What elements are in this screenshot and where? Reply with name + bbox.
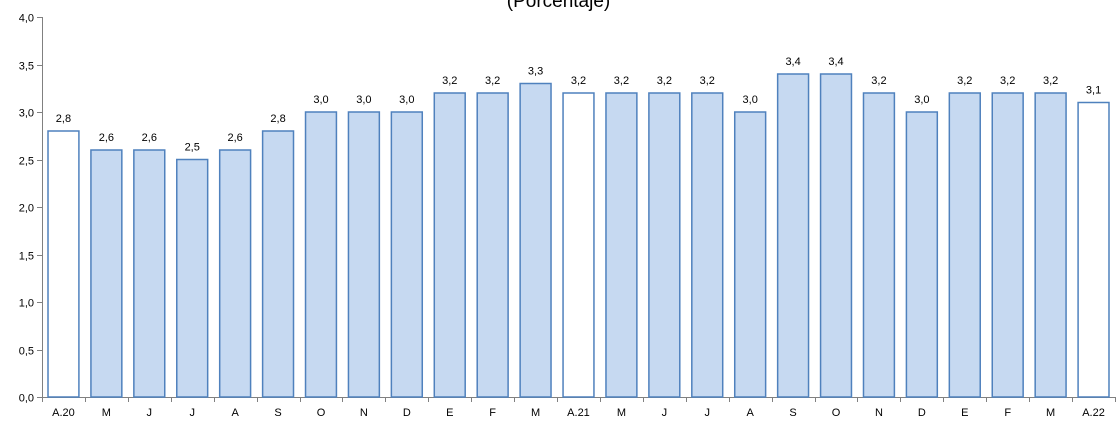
bar-value-label: 3,1 xyxy=(1086,85,1101,97)
bar-value-label: 3,3 xyxy=(528,66,543,78)
bar-value-label: 3,4 xyxy=(828,56,843,68)
bar xyxy=(1077,101,1110,398)
bar-value-label: 2,8 xyxy=(270,113,285,125)
x-tick-label: J xyxy=(705,407,711,419)
bar xyxy=(648,92,681,398)
x-tick-label: E xyxy=(446,407,453,419)
bar xyxy=(90,149,123,398)
bar-value-label: 2,6 xyxy=(142,132,157,144)
bar xyxy=(733,111,767,398)
bar xyxy=(218,149,252,398)
x-tick-label: A xyxy=(747,407,755,419)
bar xyxy=(261,130,295,398)
bar xyxy=(948,92,981,398)
x-tick-label: F xyxy=(1004,407,1011,419)
x-tick-label: M xyxy=(531,407,540,419)
bar-value-label: 3,2 xyxy=(871,75,886,87)
y-tick-label: 3,5 xyxy=(19,61,34,73)
bar xyxy=(776,73,810,398)
y-tick-label: 1,0 xyxy=(19,298,34,310)
bar-value-label: 2,5 xyxy=(185,142,200,154)
y-tick-label: 1,5 xyxy=(19,251,34,263)
bar xyxy=(433,92,466,398)
bar xyxy=(519,82,552,398)
x-tick-label: S xyxy=(789,407,796,419)
bar-value-label: 3,2 xyxy=(657,75,672,87)
bar-value-label: 3,4 xyxy=(785,56,800,68)
x-tick-label: N xyxy=(875,407,883,419)
bar-value-label: 3,0 xyxy=(399,94,414,106)
bar xyxy=(905,111,939,398)
x-tick-label: J xyxy=(147,407,153,419)
bar xyxy=(347,111,381,398)
x-tick-label: F xyxy=(489,407,496,419)
bar-value-label: 3,2 xyxy=(700,75,715,87)
bar-value-label: 2,6 xyxy=(227,132,242,144)
bar-value-label: 3,0 xyxy=(356,94,371,106)
y-tick-label: 0,5 xyxy=(19,346,34,358)
bar-value-label: 3,0 xyxy=(313,94,328,106)
bar-value-label: 3,2 xyxy=(571,75,586,87)
bar xyxy=(304,111,338,398)
y-tick-label: 4,0 xyxy=(19,13,34,25)
x-tick-label: M xyxy=(1046,407,1055,419)
bar-value-label: 3,2 xyxy=(1000,75,1015,87)
bar-value-label: 3,0 xyxy=(743,94,758,106)
bar-value-label: 3,0 xyxy=(914,94,929,106)
y-tick-label: 2,5 xyxy=(19,156,34,168)
bar-value-label: 3,2 xyxy=(442,75,457,87)
bar xyxy=(476,92,509,398)
bar xyxy=(47,130,80,398)
chart-title: (Porcentaje) xyxy=(506,0,611,12)
bar xyxy=(691,92,724,398)
x-tick-label: N xyxy=(360,407,368,419)
bar-value-label: 3,2 xyxy=(614,75,629,87)
bar xyxy=(176,158,209,398)
x-tick-label: J xyxy=(662,407,668,419)
x-tick-label: D xyxy=(918,407,926,419)
x-tick-label: A.21 xyxy=(567,407,590,419)
bar-value-label: 3,2 xyxy=(485,75,500,87)
x-tick-label: M xyxy=(617,407,626,419)
bar-value-label: 3,2 xyxy=(957,75,972,87)
bar-value-label: 2,8 xyxy=(56,113,71,125)
bar-value-label: 3,2 xyxy=(1043,75,1058,87)
x-tick-label: A.22 xyxy=(1082,407,1105,419)
bar xyxy=(605,92,638,398)
bar xyxy=(862,92,896,398)
bar xyxy=(991,92,1024,398)
y-tick-label: 2,0 xyxy=(19,203,34,215)
bar xyxy=(390,111,424,398)
bar-value-label: 2,6 xyxy=(99,132,114,144)
x-tick-label: M xyxy=(102,407,111,419)
x-tick-label: A.20 xyxy=(52,407,75,419)
x-tick-label: E xyxy=(961,407,968,419)
x-tick-label: O xyxy=(317,407,326,419)
x-tick-label: A xyxy=(231,407,239,419)
x-tick-label: D xyxy=(403,407,411,419)
y-tick-label: 3,0 xyxy=(19,108,34,120)
y-tick-label: 0,0 xyxy=(19,393,34,405)
bar xyxy=(1034,92,1067,398)
bar xyxy=(819,73,853,398)
bar xyxy=(133,149,166,398)
x-tick-label: S xyxy=(274,407,281,419)
x-tick-label: J xyxy=(189,407,195,419)
bar xyxy=(562,92,595,398)
x-tick-label: O xyxy=(832,407,841,419)
